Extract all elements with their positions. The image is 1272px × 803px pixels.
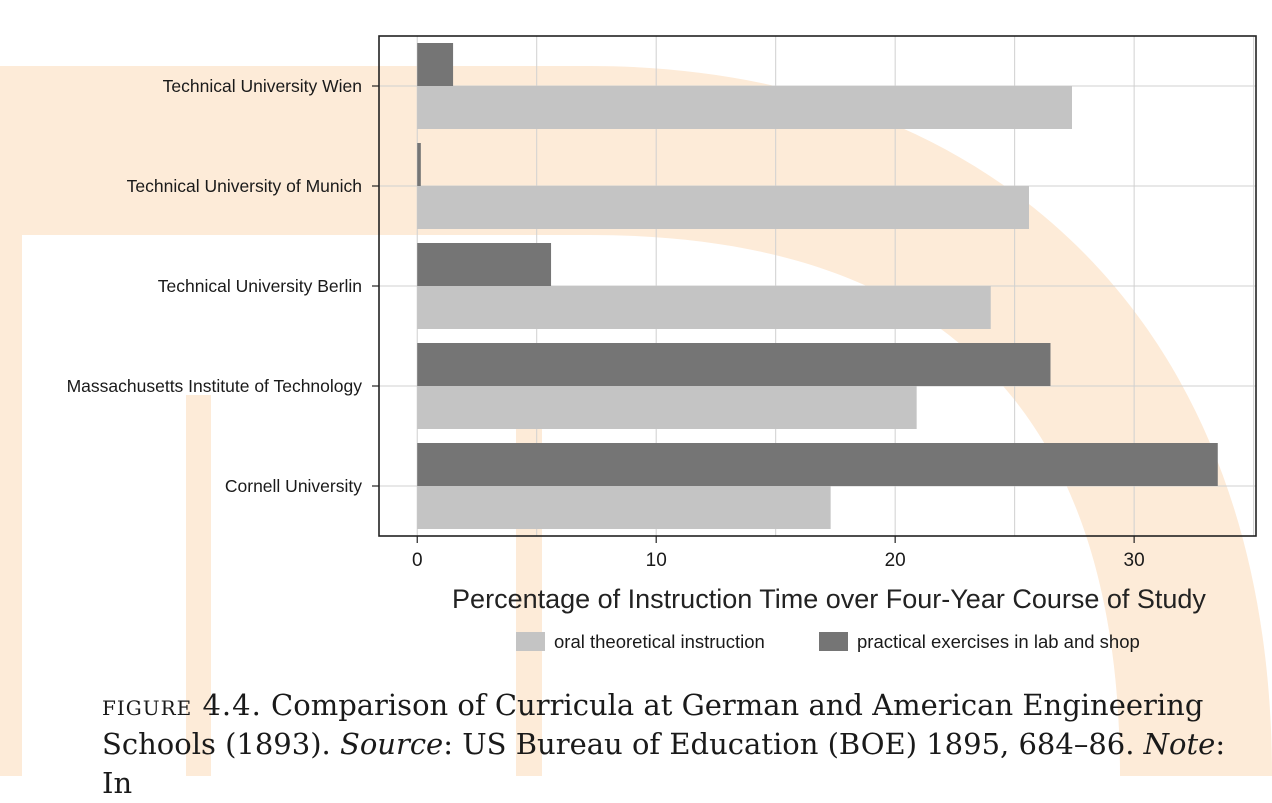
x-tick-label: 0 (412, 550, 423, 571)
x-tick-label: 10 (646, 550, 667, 571)
bar-practical (417, 343, 1051, 386)
y-tick-label: Technical University Berlin (158, 276, 362, 296)
legend: oral theoretical instruction practical ex… (516, 631, 1140, 652)
legend-label: oral theoretical instruction (554, 631, 765, 652)
source-text: : US Bureau of Education (BOE) 1895, 684… (443, 727, 1144, 761)
x-axis-title: Percentage of Instruction Time over Four… (452, 584, 1206, 614)
bar-oral (417, 186, 1029, 229)
bars (417, 43, 1218, 529)
source-label: Source (339, 727, 444, 761)
figure-title: Comparison of Curricula at German and Am… (102, 688, 1204, 761)
watermark-bar-mid (186, 395, 211, 776)
legend-swatch (819, 632, 848, 651)
legend-label: practical exercises in lab and shop (857, 631, 1140, 652)
bar-oral (417, 286, 991, 329)
x-axis: 0 10 20 30 (412, 536, 1145, 571)
x-tick-label: 20 (885, 550, 906, 571)
watermark-bar-left (0, 235, 22, 776)
legend-swatch (516, 632, 545, 651)
bar-oral (417, 86, 1072, 129)
figure-label: figure 4.4. (102, 688, 262, 722)
x-tick-label: 30 (1124, 550, 1145, 571)
y-tick-label: Technical University of Munich (127, 176, 362, 196)
bar-oral (417, 386, 917, 429)
bar-practical (417, 43, 454, 86)
y-tick-label: Cornell University (225, 476, 362, 496)
figure-caption: figure 4.4. Comparison of Curricula at G… (102, 686, 1242, 803)
bar-chart: Technical University Wien Technical Unive… (67, 35, 1257, 652)
bar-practical (417, 143, 421, 186)
y-axis: Technical University Wien Technical Unive… (67, 76, 379, 496)
note-label: Note (1143, 727, 1216, 761)
bar-practical (417, 443, 1218, 486)
bar-practical (417, 243, 552, 286)
y-tick-label: Massachusetts Institute of Technology (67, 376, 363, 396)
bar-oral (417, 486, 831, 529)
watermark-shape (0, 66, 1272, 776)
y-tick-label: Technical University Wien (163, 76, 362, 96)
